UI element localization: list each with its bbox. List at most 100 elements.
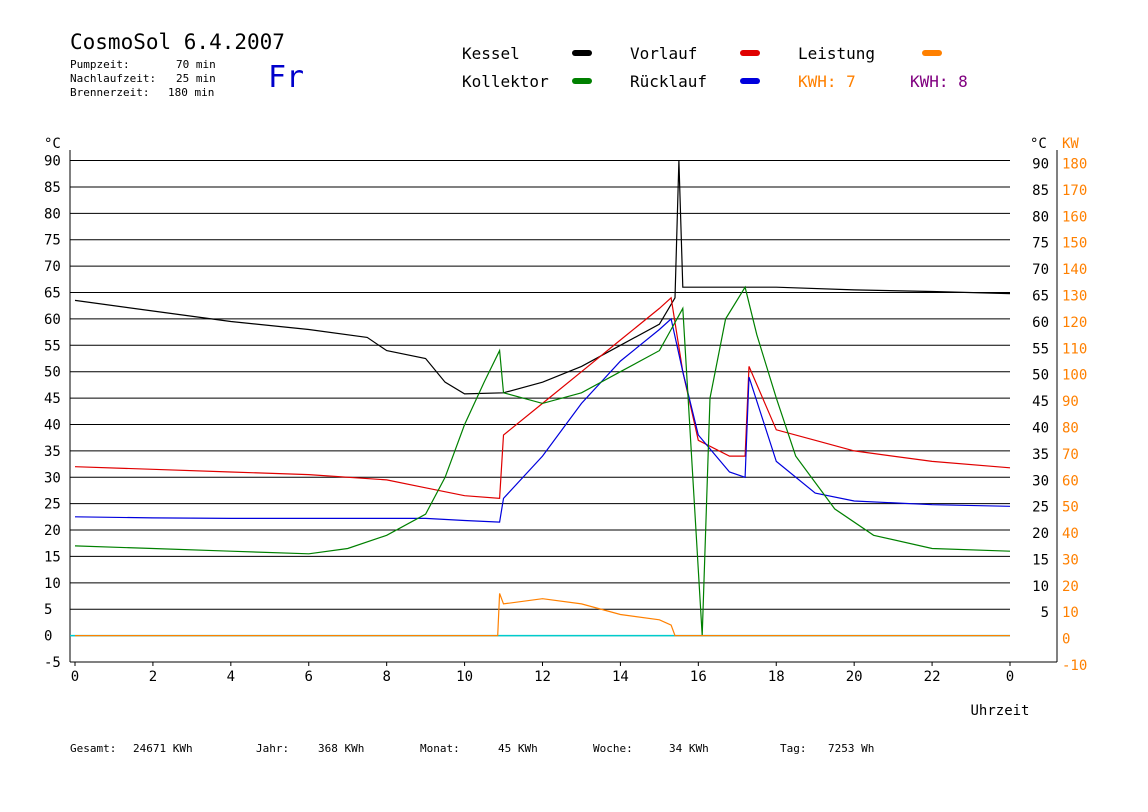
y-tick-kw-160: 160 — [1062, 209, 1087, 225]
x-tick-5: 10 — [456, 669, 473, 685]
series-line-4 — [75, 593, 1010, 637]
y-tick-kw--10: -10 — [1062, 658, 1087, 674]
x-tick-1: 2 — [149, 669, 157, 685]
y-tick-kw-100: 100 — [1062, 368, 1087, 384]
y-tick-left-50: 50 — [44, 365, 61, 381]
y-tick-right-30: 30 — [1032, 473, 1049, 489]
legend-vorlauf-swatch — [740, 50, 760, 56]
y-tick-kw-180: 180 — [1062, 157, 1087, 173]
y-tick-left-80: 80 — [44, 206, 61, 222]
x-tick-4: 8 — [382, 669, 390, 685]
series-layer — [74, 160, 1011, 637]
legend-vorlauf-label: Vorlauf — [630, 44, 698, 63]
legend-leistung-swatch — [922, 50, 942, 56]
y-tick-kw-130: 130 — [1062, 289, 1087, 305]
unit-kw: KW — [1062, 136, 1079, 152]
y-tick-kw-50: 50 — [1062, 500, 1079, 516]
y-tick-right-10: 10 — [1032, 579, 1049, 595]
y-tick-right-90: 90 — [1032, 157, 1049, 173]
y-tick-left-45: 45 — [44, 391, 61, 407]
y-tick-right-40: 40 — [1032, 420, 1049, 436]
y-tick-left-40: 40 — [44, 417, 61, 433]
y-tick-right-75: 75 — [1032, 236, 1049, 252]
y-tick-right-65: 65 — [1032, 289, 1049, 305]
y-tick-left--5: -5 — [44, 655, 61, 671]
y-tick-right-55: 55 — [1032, 341, 1049, 357]
stat-jahr-value: 368 KWh — [318, 742, 365, 755]
y-tick-left-35: 35 — [44, 444, 61, 460]
param-value: 25 min — [176, 72, 216, 85]
legend-leistung-label: Leistung — [798, 44, 876, 63]
param-pumpzeit: Pumpzeit: 70 min — [70, 58, 216, 71]
param-label: Brennerzeit: — [70, 86, 150, 99]
y-tick-right-60: 60 — [1032, 315, 1049, 331]
x-tick-12: 0 — [1006, 669, 1014, 685]
y-tick-left-25: 25 — [44, 497, 61, 513]
param-brennerzeit: Brennerzeit: 180 min — [70, 86, 214, 99]
y-tick-right-15: 15 — [1032, 552, 1049, 568]
series-line-0 — [74, 160, 1011, 395]
stat-monat-label: Monat: — [420, 742, 460, 755]
stat-tag-label: Tag: — [780, 742, 807, 755]
stat-monat-value: 45 KWh — [498, 742, 538, 755]
y-tick-left-75: 75 — [44, 233, 61, 249]
x-tick-2: 4 — [227, 669, 235, 685]
y-tick-kw-90: 90 — [1062, 394, 1079, 410]
y-tick-right-5: 5 — [1041, 605, 1049, 621]
stat-tag-value: 7253 Wh — [828, 742, 875, 755]
y-tick-left-85: 85 — [44, 180, 61, 196]
stat-gesamt-label: Gesamt: — [70, 742, 117, 755]
y-tick-kw-140: 140 — [1062, 262, 1087, 278]
y-tick-left-65: 65 — [44, 286, 61, 302]
x-tick-7: 14 — [612, 669, 629, 685]
x-tick-0: 0 — [71, 669, 79, 685]
stat-jahr-label: Jahr: — [256, 742, 290, 755]
y-tick-right-45: 45 — [1032, 394, 1049, 410]
x-tick-6: 12 — [534, 669, 551, 685]
y-tick-kw-170: 170 — [1062, 183, 1087, 199]
y-tick-right-25: 25 — [1032, 500, 1049, 516]
y-tick-left-5: 5 — [44, 602, 52, 618]
y-tick-right-80: 80 — [1032, 209, 1049, 225]
param-value: 180 min — [168, 86, 215, 99]
stat-woche-value: 34 KWh — [669, 742, 709, 755]
chart-title: CosmoSol 6.4.2007 — [70, 30, 285, 54]
legend-ruecklauf-swatch — [740, 78, 760, 84]
y-tick-kw-40: 40 — [1062, 526, 1079, 542]
series-line-3 — [74, 285, 1011, 636]
y-tick-left-10: 10 — [44, 576, 61, 592]
weekday-label: Fr — [268, 60, 305, 95]
y-tick-left-20: 20 — [44, 523, 61, 539]
y-tick-left-30: 30 — [44, 470, 61, 486]
legend-kollektor-swatch — [572, 78, 592, 84]
x-tick-3: 6 — [305, 669, 313, 685]
y-tick-right-50: 50 — [1032, 368, 1049, 384]
y-tick-kw-70: 70 — [1062, 447, 1079, 463]
legend-kwh-total-2: KWH: 8 — [910, 72, 968, 91]
param-value: 70 min — [176, 58, 216, 71]
legend-kessel-swatch — [572, 50, 592, 56]
y-tick-left-90: 90 — [44, 154, 61, 170]
y-tick-left-15: 15 — [44, 549, 61, 565]
y-tick-left-0: 0 — [44, 629, 52, 645]
stat-woche-label: Woche: — [593, 742, 633, 755]
y-tick-kw-20: 20 — [1062, 579, 1079, 595]
y-tick-kw-30: 30 — [1062, 552, 1079, 568]
stat-gesamt-value: 24671 KWh — [133, 742, 193, 755]
y-tick-kw-150: 150 — [1062, 236, 1087, 252]
x-tick-8: 16 — [690, 669, 707, 685]
y-tick-kw-10: 10 — [1062, 605, 1079, 621]
y-tick-left-70: 70 — [44, 259, 61, 275]
y-tick-right-35: 35 — [1032, 447, 1049, 463]
y-tick-kw-60: 60 — [1062, 473, 1079, 489]
y-tick-kw-80: 80 — [1062, 420, 1079, 436]
x-tick-11: 22 — [924, 669, 941, 685]
param-nachlaufzeit: Nachlaufzeit: 25 min — [70, 72, 216, 85]
y-tick-left-55: 55 — [44, 338, 61, 354]
unit-left: °C — [44, 136, 61, 152]
legend-kessel-label: Kessel — [462, 44, 520, 63]
y-tick-kw-110: 110 — [1062, 341, 1087, 357]
param-label: Pumpzeit: — [70, 58, 130, 71]
param-label: Nachlaufzeit: — [70, 72, 157, 85]
